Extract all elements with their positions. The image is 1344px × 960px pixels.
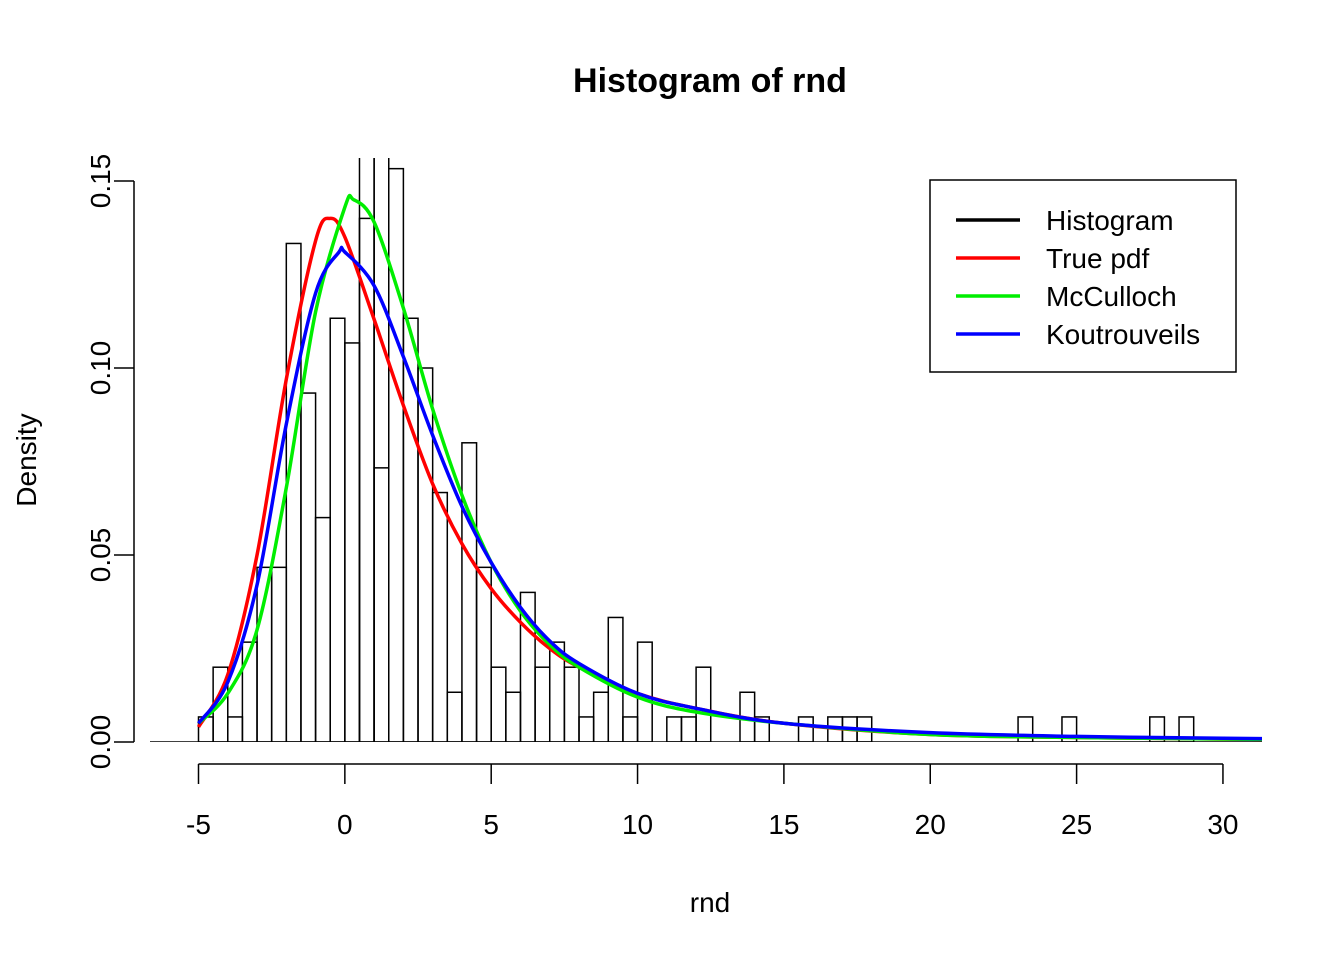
x-tick-label: 10	[622, 809, 653, 840]
histogram-bar	[753, 716, 771, 742]
legend: Histogram True pdf McCulloch Koutrouveil…	[929, 179, 1237, 373]
x-tick-label: 25	[1061, 809, 1092, 840]
y-tick-label: 0.05	[85, 528, 116, 583]
histogram-bar	[1178, 716, 1195, 742]
histogram-bars	[150, 158, 1262, 742]
x-tick-label: 0	[337, 809, 353, 840]
y-tick-label: 0.15	[85, 154, 116, 209]
x-axis-title: rnd	[690, 887, 730, 918]
histogram-bar	[1149, 716, 1166, 742]
chart-title: Histogram of rnd	[573, 62, 847, 100]
x-tick-label: 20	[915, 809, 946, 840]
legend-box	[929, 179, 1237, 373]
histogram-bar	[797, 716, 814, 742]
x-axis: -5 0 5 10 15 20 25 30	[186, 763, 1239, 840]
x-tick-label: 30	[1207, 809, 1238, 840]
mcculloch-curve	[197, 193, 1262, 742]
x-tick-label: 5	[483, 809, 499, 840]
legend-label-true-pdf: True pdf	[1046, 243, 1149, 274]
legend-label-koutrouveils: Koutrouveils	[1046, 319, 1200, 350]
y-tick-label: 0.10	[85, 341, 116, 396]
y-axis-title: Density	[11, 413, 42, 506]
histogram-bar	[695, 666, 712, 742]
y-tick-label: 0.00	[85, 715, 116, 770]
y-axis: 0.00 0.05 0.10 0.15	[85, 154, 135, 770]
histogram-bar	[1017, 716, 1034, 742]
histogram-bar	[1061, 716, 1078, 742]
histogram-bar	[563, 666, 580, 742]
koutrouveils-curve	[197, 245, 1262, 741]
density-curves	[196, 193, 1262, 742]
x-tick-label: 15	[768, 809, 799, 840]
x-tick-label: -5	[186, 809, 211, 840]
legend-label-histogram: Histogram	[1046, 205, 1174, 236]
legend-label-mcculloch: McCulloch	[1046, 281, 1177, 312]
